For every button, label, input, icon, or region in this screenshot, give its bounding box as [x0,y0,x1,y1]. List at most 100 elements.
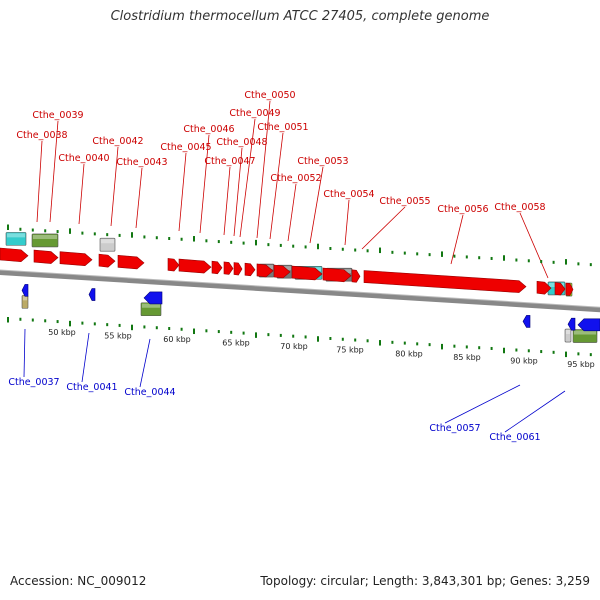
forward-gene-label: Cthe_0051 [257,122,308,133]
reverse-gene-label: Cthe_0041 [66,382,117,393]
forward-gene-arrow [351,269,361,283]
label-connector [361,206,406,250]
forward-gene-label: Cthe_0050 [244,90,295,101]
reverse-gene-arrow [577,318,600,332]
scale-label: 75 kbp [336,346,364,355]
forward-gene-arrow [233,262,243,276]
reverse-gene-arrow [21,284,29,297]
scale-label: 95 kbp [567,360,595,369]
forward-gene-label: Cthe_0052 [270,173,321,184]
forward-gene-arrow [363,270,527,293]
label-connector [287,183,297,242]
label-connector [110,146,119,227]
scale-label: 85 kbp [453,353,481,362]
forward-gene-label: Cthe_0040 [58,153,109,164]
forward-gene-arrow [59,251,93,267]
scale-label: 70 kbp [280,342,308,351]
label-connector [309,166,324,244]
forward-gene-label: Cthe_0039 [32,110,83,121]
label-connector [504,390,566,433]
scale-label: 60 kbp [163,335,191,344]
forward-gene-label: Cthe_0042 [92,136,143,147]
accession-text: Accession: NC_009012 [10,574,147,588]
label-connector [135,167,143,229]
forward-gene-arrow [167,258,180,272]
scale-label: 90 kbp [510,356,538,365]
label-connector [49,120,59,223]
label-connector [178,152,187,232]
backbone [0,269,600,313]
forward-gene-arrow [223,261,234,275]
label-connector [199,134,210,234]
label-connector [269,132,284,240]
label-connector [344,199,350,246]
feature-box-gloss [101,239,114,244]
label-connector [36,140,43,223]
gene-arrows [0,247,600,332]
feature-box [564,328,572,343]
forward-gene-arrow [33,249,59,264]
forward-gene-arrow [178,258,212,274]
label-connector [81,332,90,383]
label-connector [223,166,231,236]
forward-gene-label: Cthe_0056 [437,204,488,215]
forward-gene-label: Cthe_0048 [216,137,267,148]
topology-summary: Topology: circular; Length: 3,843,301 bp… [260,574,590,588]
label-connector [519,212,549,279]
map-title: Clostridium thermocellum ATCC 27405, com… [110,9,490,24]
reverse-gene-label: Cthe_0061 [489,432,540,443]
feature-box-gloss [33,234,57,239]
forward-gene-label: Cthe_0049 [229,108,280,119]
label-connector-lines [23,100,566,433]
scale-label: 50 kbp [48,328,76,337]
feature-box-gloss [7,233,25,238]
label-connector [444,384,521,424]
forward-gene-arrow [211,260,223,275]
forward-gene-arrow [291,265,323,281]
label-connector [233,147,243,237]
feature-box-gloss [566,330,570,335]
forward-gene-label: Cthe_0054 [323,189,374,200]
forward-gene-arrow [256,263,274,278]
label-connector [139,338,151,388]
forward-gene-label: Cthe_0058 [494,202,545,213]
feature-box [5,232,27,246]
scale-label: 55 kbp [104,331,132,340]
forward-gene-arrow [273,264,291,279]
backbone-highlight [0,269,600,308]
forward-gene-label: Cthe_0038 [16,130,67,141]
forward-gene-arrow [98,253,116,268]
forward-gene-arrow [0,247,29,263]
reverse-gene-arrow [143,291,163,305]
forward-gene-label: Cthe_0046 [183,124,234,135]
feature-box-gloss [23,296,27,301]
forward-gene-arrow [554,282,566,296]
reverse-gene-label: Cthe_0057 [429,423,480,434]
label-connector [256,100,271,239]
reverse-gene-arrow [522,315,531,328]
reverse-gene-label: Cthe_0037 [8,377,59,388]
reverse-gene-arrow [567,317,576,331]
reverse-gene-label: Cthe_0044 [124,387,175,398]
feature-box [31,233,59,248]
forward-gene-label: Cthe_0047 [204,156,255,167]
feature-box-gloss [142,303,160,308]
scale-label: 65 kbp [222,339,250,348]
reverse-gene-arrow [88,288,96,301]
scale-label: 80 kbp [395,349,423,358]
forward-gene-arrow [536,280,552,295]
feature-box [99,237,116,252]
forward-gene-label: Cthe_0045 [160,142,211,153]
label-connector [239,118,256,238]
position-ticks [7,224,592,358]
forward-gene-arrow [244,262,256,277]
forward-gene-arrow [565,282,574,296]
feature-box-gloss [574,330,596,335]
forward-gene-arrow [117,254,145,270]
forward-gene-arrow [322,267,352,283]
backbone-band [0,270,600,313]
forward-gene-label: Cthe_0043 [116,157,167,168]
label-connector [450,214,464,265]
label-connector [23,328,26,378]
